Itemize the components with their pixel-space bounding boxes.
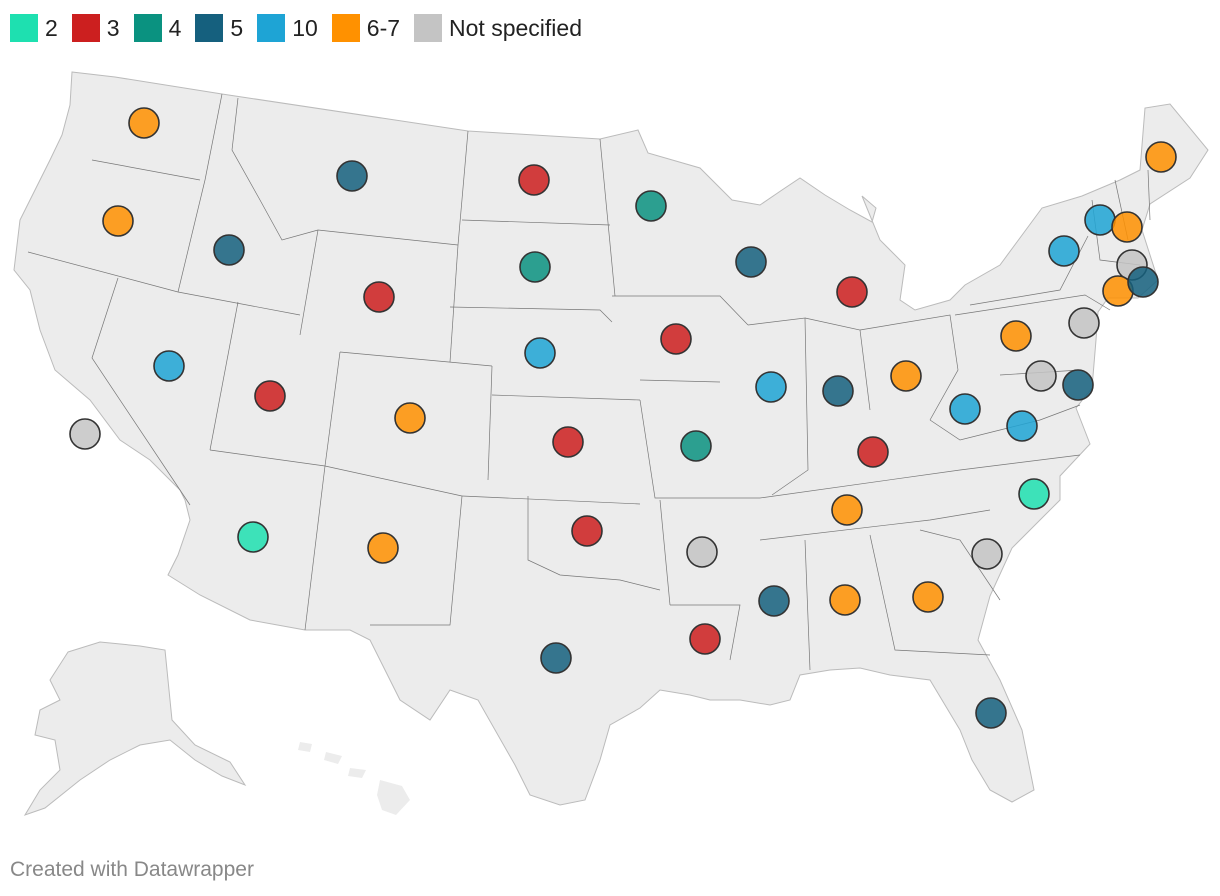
marker-nevada[interactable]	[153, 350, 185, 382]
legend-label: 3	[106, 15, 120, 41]
marker-georgia[interactable]	[912, 581, 944, 613]
marker-texas[interactable]	[540, 642, 572, 674]
marker-virginia[interactable]	[1006, 410, 1038, 442]
datawrapper-credit: Created with Datawrapper	[10, 858, 254, 881]
legend-label: 10	[292, 15, 318, 41]
marker-louisiana[interactable]	[689, 623, 721, 655]
marker-delaware[interactable]	[1062, 369, 1094, 401]
legend-item-not-specified: Not specified	[414, 14, 582, 42]
legend-label: 6-7	[366, 15, 401, 41]
marker-maryland[interactable]	[1025, 360, 1057, 392]
marker-north-carolina[interactable]	[1018, 478, 1050, 510]
marker-iowa[interactable]	[660, 323, 692, 355]
map-land	[13, 71, 1209, 816]
marker-washington[interactable]	[128, 107, 160, 139]
marker-wisconsin[interactable]	[735, 246, 767, 278]
marker-kentucky[interactable]	[857, 436, 889, 468]
marker-utah[interactable]	[254, 380, 286, 412]
marker-michigan[interactable]	[836, 276, 868, 308]
legend-swatch	[133, 14, 162, 42]
legend-item-2: 2	[10, 14, 58, 42]
marker-new-hampshire[interactable]	[1111, 211, 1143, 243]
marker-pennsylvania[interactable]	[1000, 320, 1032, 352]
marker-alabama[interactable]	[829, 584, 861, 616]
marker-ohio[interactable]	[890, 360, 922, 392]
marker-idaho[interactable]	[213, 234, 245, 266]
legend-item-4: 4	[133, 14, 182, 42]
hawaii-islands-outline	[298, 742, 366, 778]
marker-north-dakota[interactable]	[518, 164, 550, 196]
legend-swatch	[331, 14, 360, 42]
marker-vermont[interactable]	[1084, 204, 1116, 236]
marker-california[interactable]	[69, 418, 101, 450]
marker-west-virginia[interactable]	[949, 393, 981, 425]
legend-label: 5	[230, 15, 244, 41]
legend-item-10: 10	[257, 14, 318, 42]
marker-new-jersey[interactable]	[1068, 307, 1100, 339]
marker-colorado[interactable]	[394, 402, 426, 434]
legend-swatch	[71, 14, 100, 42]
legend-item-3: 3	[71, 14, 120, 42]
hawaii-big-island-outline	[377, 780, 410, 815]
marker-missouri[interactable]	[680, 430, 712, 462]
legend-item-5: 5	[195, 14, 243, 42]
legend-swatch	[257, 14, 286, 42]
marker-rhode-island[interactable]	[1127, 266, 1159, 298]
marker-new-york[interactable]	[1048, 235, 1080, 267]
marker-tennessee[interactable]	[831, 494, 863, 526]
marker-arizona[interactable]	[237, 521, 269, 553]
marker-maine[interactable]	[1145, 141, 1177, 173]
marker-oregon[interactable]	[102, 205, 134, 237]
marker-nebraska[interactable]	[524, 337, 556, 369]
marker-kansas[interactable]	[552, 426, 584, 458]
marker-oklahoma[interactable]	[571, 515, 603, 547]
marker-wyoming[interactable]	[363, 281, 395, 313]
marker-montana[interactable]	[336, 160, 368, 192]
marker-arkansas[interactable]	[686, 536, 718, 568]
alaska-outline	[23, 641, 247, 816]
marker-south-dakota[interactable]	[519, 251, 551, 283]
marker-mississippi[interactable]	[758, 585, 790, 617]
marker-illinois[interactable]	[755, 371, 787, 403]
contiguous-us-outline	[13, 71, 1209, 806]
marker-south-carolina[interactable]	[971, 538, 1003, 570]
legend: 2 3 4 5 10 6-7 Not specified	[10, 12, 596, 44]
marker-florida[interactable]	[975, 697, 1007, 729]
legend-swatch	[10, 14, 38, 42]
marker-new-mexico[interactable]	[367, 532, 399, 564]
marker-minnesota[interactable]	[635, 190, 667, 222]
legend-label: 4	[168, 15, 182, 41]
legend-swatch	[195, 14, 224, 42]
legend-swatch	[414, 14, 443, 42]
state-markers	[69, 107, 1177, 729]
marker-indiana[interactable]	[822, 375, 854, 407]
legend-label: 2	[45, 15, 58, 41]
legend-label: Not specified	[449, 15, 582, 41]
legend-item-6-7: 6-7	[331, 14, 401, 42]
